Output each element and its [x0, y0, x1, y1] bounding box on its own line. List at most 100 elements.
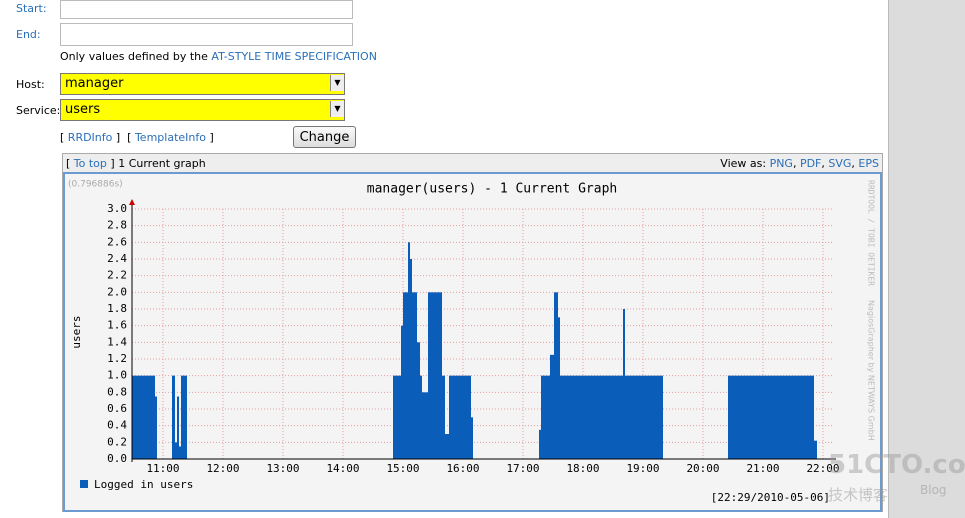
area-step — [393, 375, 401, 459]
y-tick-label: 0.4 — [107, 419, 127, 432]
credit: NagiosGrapher by NETWAYS GmbH — [867, 300, 876, 441]
end-label: End: — [16, 28, 41, 41]
area-step — [181, 375, 187, 459]
x-tick-label: 22:00 — [806, 462, 839, 475]
area-step — [417, 342, 420, 459]
service-value: users — [65, 102, 101, 117]
dropdown-arrow: ▼ — [330, 101, 344, 117]
area-step — [177, 396, 179, 459]
area-step — [442, 375, 445, 459]
x-tick-label: 16:00 — [446, 462, 479, 475]
info-links: [ RRDInfo ] [ TemplateInfo ] — [60, 131, 214, 144]
format-link[interactable]: SVG — [828, 157, 852, 170]
area-step — [541, 375, 550, 459]
area-step — [550, 354, 554, 459]
y-tick-label: 1.0 — [107, 369, 127, 382]
y-tick-label: 2.4 — [107, 252, 127, 265]
y-tick-label: 2.2 — [107, 269, 127, 282]
end-input[interactable] — [60, 23, 353, 46]
x-tick-label: 12:00 — [206, 462, 239, 475]
area-step — [408, 242, 410, 459]
x-tick-label: 19:00 — [626, 462, 659, 475]
credit: RRDTOOL / TOBI OETIKER — [867, 180, 876, 286]
render-time: (0.796886s) — [68, 180, 123, 190]
format-link[interactable]: PDF — [799, 157, 822, 170]
x-tick-label: 13:00 — [266, 462, 299, 475]
templateinfo-link[interactable]: TemplateInfo — [134, 131, 206, 144]
area-step — [179, 446, 181, 459]
area-step — [814, 440, 817, 459]
area-step — [554, 292, 558, 459]
start-label: Start: — [16, 2, 47, 15]
y-tick-label: 2.8 — [107, 219, 127, 232]
rrdinfo-link[interactable]: RRDInfo — [67, 131, 113, 144]
area-step — [445, 434, 449, 459]
area-step — [410, 259, 412, 459]
y-tick-label: 0.8 — [107, 385, 127, 398]
area-step — [175, 442, 177, 459]
axis-arrow — [129, 199, 135, 205]
y-tick-label: 0.2 — [107, 435, 127, 448]
area-step — [728, 375, 814, 459]
x-tick-label: 21:00 — [746, 462, 779, 475]
view-as-label: View as: — [720, 157, 767, 170]
timestamp: [22:29/2010-05-06] — [711, 491, 830, 504]
host-label: Host: — [16, 78, 45, 91]
area-step — [132, 375, 155, 459]
panel-caption: 1 Current graph — [118, 157, 206, 170]
change-button[interactable]: Change — [293, 126, 356, 148]
y-tick-label: 1.4 — [107, 335, 127, 348]
area-step — [623, 309, 625, 459]
y-tick-label: 0.0 — [107, 452, 127, 465]
area-step — [401, 325, 403, 459]
area-step — [403, 292, 408, 459]
hint-link[interactable]: AT-STYLE TIME SPECIFICATION — [211, 50, 377, 63]
legend-swatch — [80, 480, 88, 488]
format-link[interactable]: PNG — [769, 157, 793, 170]
y-tick-label: 1.2 — [107, 352, 127, 365]
area-step — [558, 317, 560, 459]
area-step — [155, 396, 157, 459]
area-step — [428, 292, 442, 459]
area-step — [412, 292, 417, 459]
area-step — [420, 375, 422, 459]
graph-title: manager(users) - 1 Current Graph — [367, 182, 617, 197]
x-tick-label: 20:00 — [686, 462, 719, 475]
y-axis-label: users — [70, 315, 83, 348]
y-tick-label: 3.0 — [107, 202, 127, 215]
x-tick-label: 14:00 — [326, 462, 359, 475]
area-step — [449, 375, 471, 459]
area-step — [560, 375, 623, 459]
watermark: 技术博客 — [828, 486, 889, 504]
dropdown-arrow: ▼ — [330, 75, 344, 91]
to-top-link[interactable]: To top — [73, 157, 107, 170]
x-tick-label: 17:00 — [506, 462, 539, 475]
service-label: Service: — [16, 104, 61, 117]
y-tick-label: 2.0 — [107, 285, 127, 298]
area-step — [422, 392, 428, 459]
x-tick-label: 18:00 — [566, 462, 599, 475]
start-input[interactable] — [60, 0, 353, 19]
format-link[interactable]: EPS — [858, 157, 879, 170]
area-step — [625, 375, 663, 459]
y-tick-label: 1.8 — [107, 302, 127, 315]
y-tick-label: 2.6 — [107, 235, 127, 248]
y-tick-label: 1.6 — [107, 319, 127, 332]
area-step — [471, 417, 473, 459]
legend-label: Logged in users — [94, 478, 193, 491]
sidebar — [888, 0, 965, 518]
watermark: Blog — [920, 483, 947, 497]
hint-text: Only values defined by the — [60, 50, 208, 63]
service-select[interactable]: users ▼ — [60, 99, 345, 121]
hint: Only values defined by the AT-STYLE TIME… — [60, 50, 377, 63]
watermark: 51CTO.com — [828, 450, 965, 480]
x-tick-label: 15:00 — [386, 462, 419, 475]
host-select[interactable]: manager ▼ — [60, 73, 345, 95]
y-tick-label: 0.6 — [107, 402, 127, 415]
view-as: View as: PNG, PDF, SVG, EPS — [720, 157, 879, 170]
area-step — [539, 429, 541, 459]
graph: (0.796886s) manager(users) - 1 Current G… — [63, 172, 882, 512]
panel-header: [ To top ] 1 Current graph — [66, 157, 206, 170]
x-tick-label: 11:00 — [146, 462, 179, 475]
